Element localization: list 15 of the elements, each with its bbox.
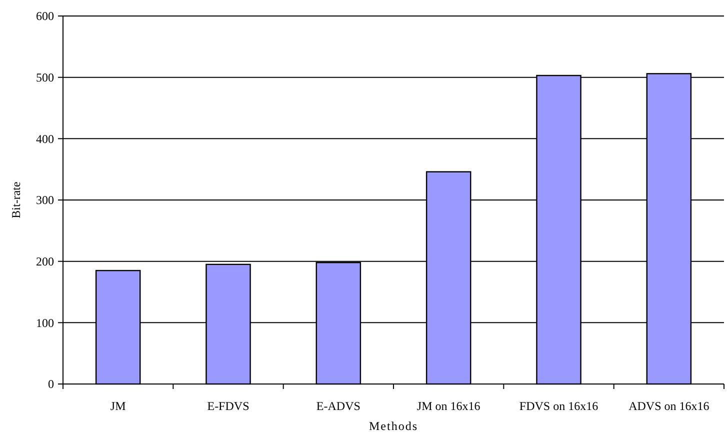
- y-axis-title: Bit-rate: [9, 182, 23, 218]
- x-tick-label: JM: [110, 399, 126, 413]
- x-axis-title: Methods: [369, 419, 418, 433]
- x-tick-label: JM on 16x16: [416, 399, 480, 413]
- x-tick-label: E-FDVS: [207, 399, 250, 413]
- y-tick-label: 600: [36, 9, 54, 24]
- y-tick-label: 200: [36, 254, 54, 269]
- x-tick-label: FDVS on 16x16: [519, 399, 598, 413]
- y-tick-label: 0: [48, 377, 54, 392]
- x-tick-label: ADVS on 16x16: [628, 399, 710, 413]
- y-tick-label: 100: [36, 316, 54, 330]
- x-tick-label: E-ADVS: [316, 399, 360, 413]
- y-tick-label: 500: [36, 70, 54, 85]
- y-tick-label: 400: [36, 132, 54, 146]
- y-tick-label: 300: [36, 193, 54, 208]
